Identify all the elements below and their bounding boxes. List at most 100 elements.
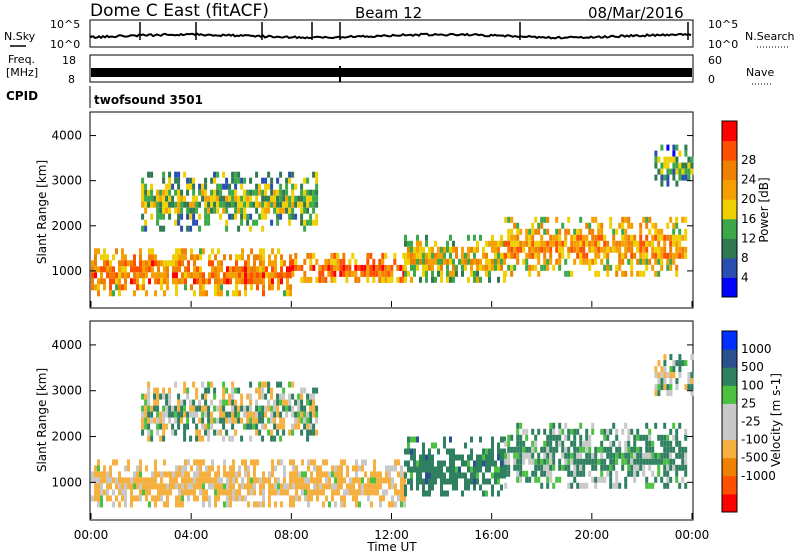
range-cell [249,225,253,232]
range-cell [555,258,559,265]
range-cell [355,471,358,478]
range-cell [675,384,679,391]
range-cell [279,171,283,178]
range-cell [473,234,476,241]
range-cell [240,201,244,208]
range-cell [594,216,598,223]
y-tick-label: 4000 [51,338,82,352]
range-cell [657,168,661,175]
range-cell [300,189,304,196]
range-cell [531,252,535,259]
range-cell [657,390,661,397]
range-cell [309,405,313,412]
range-cell [175,278,178,285]
range-cell [309,258,313,265]
range-cell [241,248,244,255]
range-cell [516,222,520,229]
range-cell [549,246,553,253]
range-cell [567,458,571,465]
range-cell [633,234,637,241]
freq-panel: Freq. [MHz] 18 8 60 0 Nave [6,53,774,86]
range-cell [204,405,208,412]
range-cell [214,495,217,502]
range-cell [666,180,670,187]
range-cell [419,466,422,473]
range-cell [609,246,613,253]
range-cell [244,471,247,478]
range-cell [543,252,547,259]
range-cell [144,417,148,424]
range-cell [298,483,301,490]
range-cell [476,472,479,479]
range-cell [169,489,172,496]
range-cell [291,195,295,202]
range-cell [150,405,154,412]
range-cell [488,454,491,461]
range-cell [244,266,247,273]
range-cell [597,446,601,453]
range-cell [373,465,376,472]
range-cell [94,266,97,273]
range-cell [504,252,508,259]
range-cell [364,483,367,490]
range-cell [240,399,244,406]
range-cell [171,201,175,208]
range-cell [165,393,169,400]
range-cell [181,477,184,484]
range-cell [277,477,280,484]
range-cell [256,284,259,291]
range-cell [247,465,250,472]
range-cell [497,240,500,247]
range-cell [473,252,476,259]
range-cell [621,452,625,459]
range-cell [425,490,428,497]
colorbar-swatch [722,439,737,459]
range-cell [624,252,628,259]
range-cell [525,434,529,441]
colorbar-swatch [722,493,737,513]
range-cell [288,393,292,400]
range-cell [385,489,388,496]
range-cell [669,168,673,175]
range-cell [546,246,550,253]
range-cell [404,270,407,277]
range-cell [142,278,145,285]
range-cell [303,411,307,418]
range-cell [636,428,640,435]
range-cell [663,440,667,447]
range-cell [618,440,622,447]
range-cell [157,483,160,490]
range-cell [307,495,310,502]
range-cell [497,442,500,449]
range-cell [280,489,283,496]
range-cell [270,189,274,196]
range-cell [103,284,106,291]
range-cell [437,258,440,265]
range-cell [525,470,529,477]
range-cell [187,471,190,478]
range-cell [201,405,205,412]
range-cell [249,195,253,202]
range-cell [91,278,94,285]
range-cell [504,482,508,489]
range-cell [606,434,610,441]
range-cell [186,417,190,424]
range-cell [491,246,494,253]
range-cell [243,189,247,196]
range-cell [621,464,625,471]
range-cell [606,240,610,247]
range-cell [253,260,256,267]
range-cell [319,489,322,496]
range-cell [159,195,163,202]
range-cell [385,471,388,478]
range-cell [367,477,370,484]
range-cell [291,189,295,196]
range-cell [333,264,337,271]
range-cell [303,417,307,424]
range-cell [261,207,265,214]
range-cell [271,278,274,285]
range-cell [410,264,413,271]
range-cell [410,478,413,485]
cpid-panel: CPID twofsound 3501 [6,86,203,108]
range-cell [142,483,145,490]
